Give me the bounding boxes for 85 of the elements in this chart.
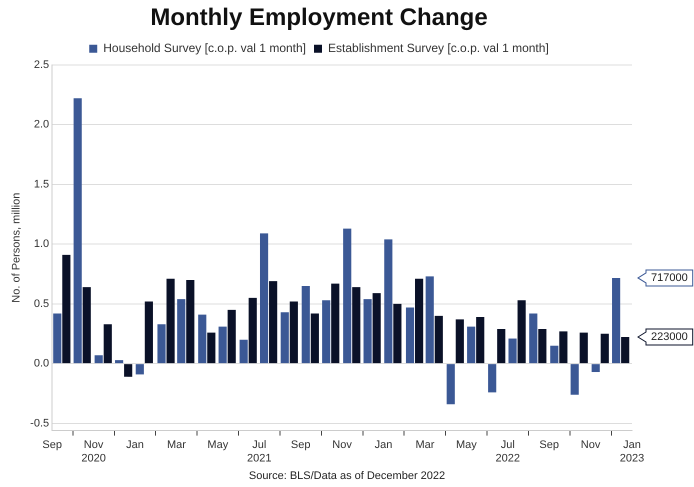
bar [550,346,558,364]
bar [260,233,268,364]
bar [124,364,132,377]
bar [290,301,298,364]
x-tick-label: Jul 2022 [496,439,520,464]
annotation: 717000 [651,272,688,284]
bar [518,300,526,364]
x-tick-label: May [207,439,229,452]
y-tick-label: 2.0 [34,118,50,131]
bar [352,287,360,364]
x-tick-label: Sep [42,439,62,452]
bar [322,300,330,364]
y-tick-label: 1.5 [34,178,50,190]
bar [580,332,588,364]
x-tick-label: Nov [332,439,352,452]
bar [157,324,166,364]
annotation: 223000 [651,331,688,344]
bar [559,331,568,364]
bar [82,287,91,364]
bar [488,364,496,392]
x-tick-label: Nov [580,439,601,452]
legend-label: Household Survey [c.o.p. val 1 month] [103,41,306,56]
bar [218,326,227,364]
bar [384,239,392,364]
bar [406,307,414,364]
x-tick-label: Nov 2020 [81,439,106,464]
bar [269,281,278,364]
bar [372,293,381,364]
bar [497,328,506,364]
bar [302,286,310,364]
y-tick-label: 1.0 [34,238,50,250]
x-tick-label: Mar [415,439,435,452]
bar [426,276,434,364]
x-tick-label: Jan [126,439,144,452]
bar [177,299,186,364]
bar [592,364,600,372]
bar [600,334,609,364]
y-axis-title: No. of Persons, million [10,192,23,303]
bar [434,316,443,364]
bar [343,228,352,364]
source-note: Source: BLS/Data as of December 2022 [248,470,446,482]
y-tick-label: 0.0 [34,358,50,370]
bar [364,299,372,364]
x-tick-label: Sep [539,439,559,452]
x-tick-label: Jan 2023 [620,439,644,464]
bar [310,313,319,364]
x-tick-label: Jul 2021 [247,439,272,464]
y-tick-label: 0.5 [34,298,50,310]
bar [74,98,82,364]
bar [104,324,112,364]
bar [207,332,216,364]
bar [53,313,62,364]
chart-title: Monthly Employment Change [150,4,488,32]
bar [446,364,455,404]
bar [612,278,620,364]
bar [136,364,144,374]
y-tick-label: -0.5 [30,417,50,430]
bar [62,254,70,364]
bar [280,312,289,364]
bar [456,319,464,364]
legend-label: Establishment Survey [c.o.p. val 1 month] [328,41,549,56]
bar [186,280,194,364]
y-tick-label: 2.5 [34,58,50,71]
x-tick-label: May [456,439,478,452]
bar [538,328,546,364]
bar [166,278,175,364]
bar [621,337,630,364]
bar [94,355,103,364]
bar [508,338,517,364]
x-tick-label: Sep [290,439,310,452]
bar [228,310,236,364]
x-tick-label: Mar [166,439,186,452]
bar [415,278,424,364]
bar [240,340,248,364]
bar [393,304,402,364]
bar [331,284,340,364]
bar [115,360,124,364]
bar [198,314,206,364]
bar [476,317,484,364]
bar [144,301,153,364]
x-tick-label: Jan [374,439,392,452]
bar [467,326,476,364]
bar [529,313,538,364]
bar [570,364,579,395]
bar [248,298,257,364]
